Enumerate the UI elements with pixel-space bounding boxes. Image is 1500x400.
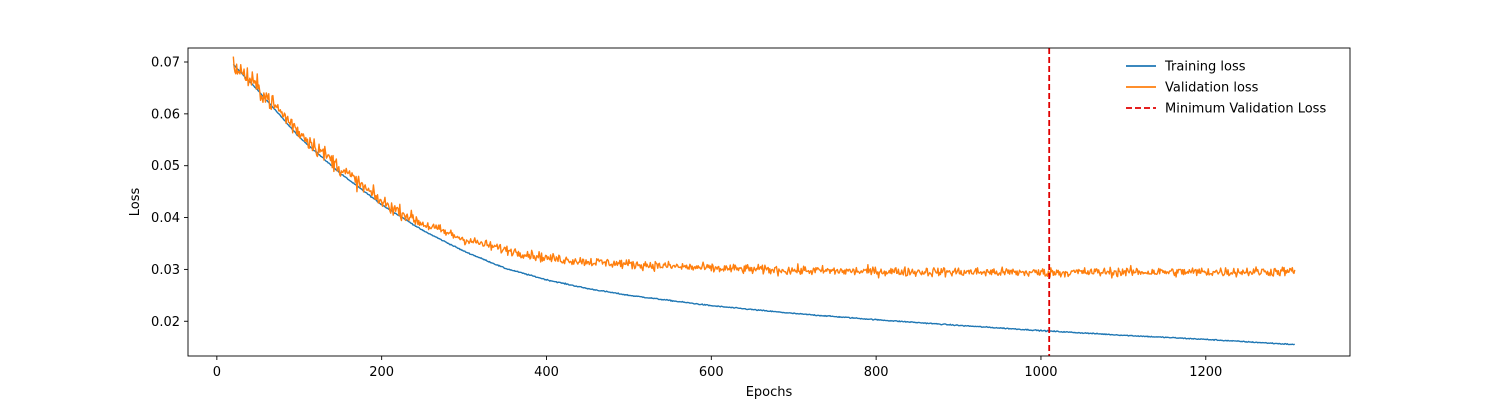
y-axis-label: Loss bbox=[128, 188, 143, 217]
series-line-validation-loss bbox=[232, 56, 1296, 279]
y-tick-label: 0.06 bbox=[151, 107, 180, 122]
x-tick-label: 200 bbox=[369, 365, 394, 380]
x-tick-label: 400 bbox=[534, 365, 559, 380]
legend-item-training-loss: Training loss bbox=[1126, 60, 1246, 75]
legend-label: Validation loss bbox=[1165, 81, 1259, 96]
y-tick-label: 0.05 bbox=[151, 159, 180, 174]
y-tick-label: 0.02 bbox=[151, 315, 180, 330]
y-tick-label: 0.07 bbox=[151, 56, 180, 71]
x-tick-label: 0 bbox=[213, 365, 221, 380]
legend: Training loss Validation loss Minimum Vali… bbox=[1126, 60, 1326, 117]
y-tick-label: 0.03 bbox=[151, 263, 180, 278]
y-tick-label: 0.04 bbox=[151, 211, 180, 226]
legend-item-min-validation-loss: Minimum Validation Loss bbox=[1126, 102, 1326, 117]
x-tick-label: 600 bbox=[699, 365, 724, 380]
x-axis-label: Epochs bbox=[746, 385, 793, 400]
legend-label: Minimum Validation Loss bbox=[1165, 102, 1326, 117]
axes: 0 200 400 600 800 1000 1200 0.02 0.03 0.04 0.05 0.0… bbox=[128, 47, 1351, 400]
legend-item-validation-loss: Validation loss bbox=[1126, 81, 1259, 96]
x-tick-label: 800 bbox=[864, 365, 889, 380]
x-tick-label: 1000 bbox=[1024, 365, 1057, 380]
series-line-training-loss bbox=[232, 63, 1295, 346]
legend-label: Training loss bbox=[1164, 60, 1246, 75]
plot-frame bbox=[187, 47, 1351, 357]
x-tick-label: 1200 bbox=[1189, 365, 1222, 380]
plot-area bbox=[232, 48, 1296, 356]
